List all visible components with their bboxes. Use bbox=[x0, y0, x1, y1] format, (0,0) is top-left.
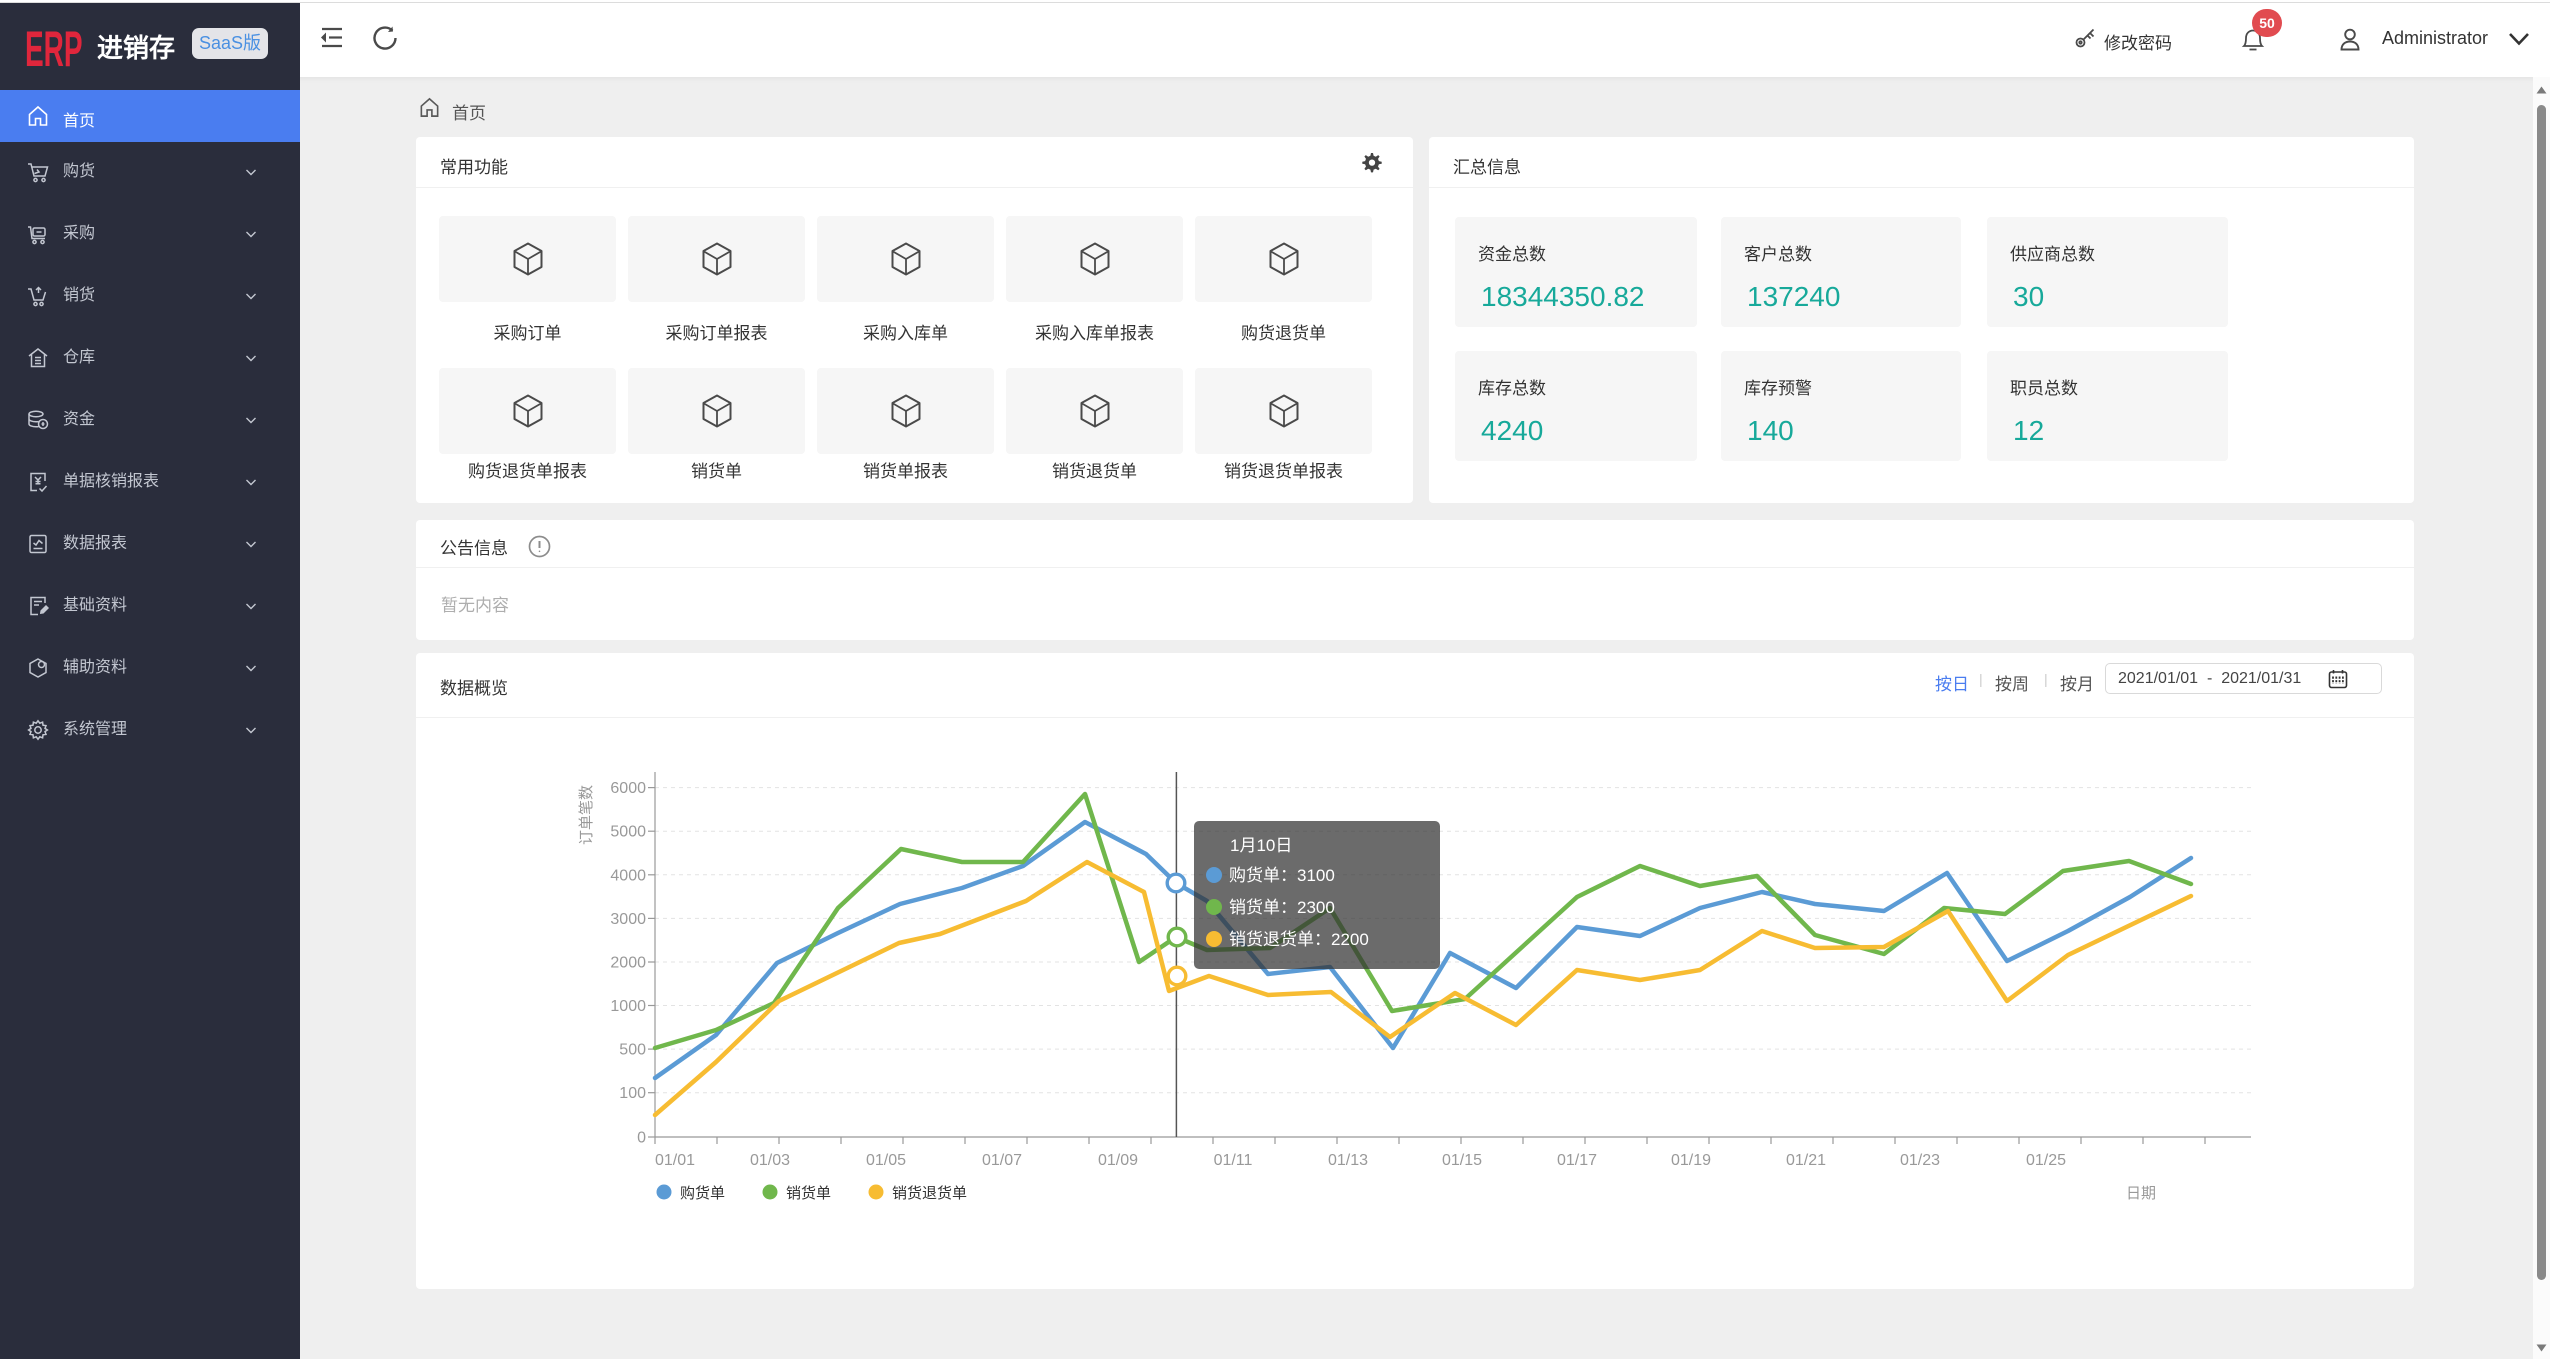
svg-text:01/01: 01/01 bbox=[655, 1152, 695, 1169]
svg-text:6000: 6000 bbox=[610, 780, 646, 797]
svg-text:3000: 3000 bbox=[610, 911, 646, 928]
svg-text:500: 500 bbox=[619, 1042, 646, 1059]
svg-text:1月10日: 1月10日 bbox=[1230, 836, 1292, 855]
svg-text:01/23: 01/23 bbox=[1900, 1152, 1940, 1169]
svg-text:01/07: 01/07 bbox=[982, 1152, 1022, 1169]
svg-text:01/15: 01/15 bbox=[1442, 1152, 1482, 1169]
svg-text:订单笔数: 订单笔数 bbox=[578, 785, 595, 845]
svg-text:购货单: 购货单 bbox=[680, 1185, 725, 1202]
svg-text:01/13: 01/13 bbox=[1328, 1152, 1368, 1169]
svg-text:购货单：3100: 购货单：3100 bbox=[1229, 866, 1335, 885]
svg-text:01/09: 01/09 bbox=[1098, 1152, 1138, 1169]
svg-text:01/05: 01/05 bbox=[866, 1152, 906, 1169]
svg-text:0: 0 bbox=[637, 1130, 646, 1147]
svg-text:01/21: 01/21 bbox=[1786, 1152, 1826, 1169]
svg-text:日期: 日期 bbox=[2126, 1185, 2156, 1202]
svg-text:4000: 4000 bbox=[610, 867, 646, 884]
svg-text:01/25: 01/25 bbox=[2026, 1152, 2066, 1169]
svg-text:销货退货单: 销货退货单 bbox=[892, 1185, 967, 1202]
svg-text:01/19: 01/19 bbox=[1671, 1152, 1711, 1169]
svg-text:销货单: 销货单 bbox=[786, 1185, 831, 1202]
svg-text:100: 100 bbox=[619, 1085, 646, 1102]
svg-text:01/11: 01/11 bbox=[1214, 1152, 1253, 1169]
svg-text:销货退货单：2200: 销货退货单：2200 bbox=[1229, 930, 1369, 949]
svg-text:5000: 5000 bbox=[610, 824, 646, 841]
svg-text:01/17: 01/17 bbox=[1557, 1152, 1597, 1169]
svg-text:1000: 1000 bbox=[610, 998, 646, 1015]
svg-text:2000: 2000 bbox=[610, 955, 646, 972]
svg-text:01/03: 01/03 bbox=[750, 1152, 790, 1169]
svg-text:销货单：2300: 销货单：2300 bbox=[1229, 898, 1335, 917]
